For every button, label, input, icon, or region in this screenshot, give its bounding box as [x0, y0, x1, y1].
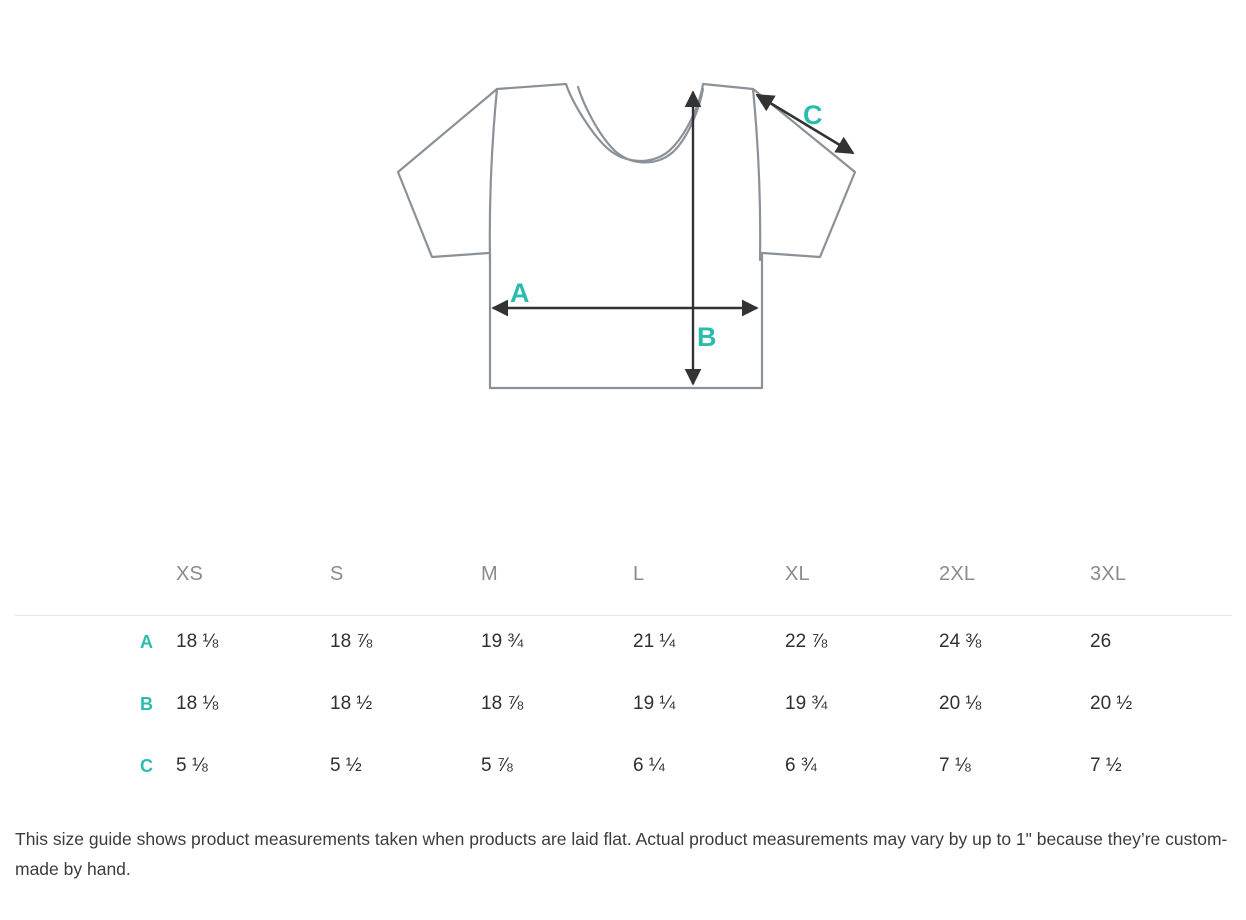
row-label-c: C: [140, 756, 154, 776]
neck-ribbing-inner: [576, 85, 705, 164]
table-row: C 5 ⅛ 5 ½ 5 ⅞ 6 ¼ 6 ¾ 7 ⅛ 7 ½: [0, 739, 1246, 801]
cell-b-2xl: 20 ⅛: [939, 693, 982, 714]
diagram-label-c: C: [803, 100, 823, 130]
column-header-3xl: 3XL: [1090, 563, 1127, 585]
left-armhole-seam: [488, 87, 499, 262]
shoulder-and-neck-outer: [495, 82, 755, 163]
cell-c-xs: 5 ⅛: [176, 755, 208, 776]
cell-a-s: 18 ⅞: [330, 631, 373, 652]
row-label-a: A: [140, 632, 154, 652]
size-guide-disclaimer: This size guide shows product measuremen…: [15, 829, 1228, 879]
cell-b-xs: 18 ⅛: [176, 693, 219, 714]
cell-a-m: 19 ¾: [481, 631, 524, 652]
cell-b-xl: 19 ¾: [785, 693, 828, 714]
column-header-m: M: [481, 563, 498, 585]
row-label-b: B: [140, 694, 154, 714]
cell-b-m: 18 ⅞: [481, 693, 524, 714]
cell-c-s: 5 ½: [330, 755, 362, 776]
diagram-label-b: B: [697, 322, 717, 352]
table-header-divider: [15, 615, 1232, 616]
cell-c-l: 6 ¼: [633, 755, 665, 776]
table-row: B 18 ⅛ 18 ½ 18 ⅞ 19 ¼ 19 ¾ 20 ⅛ 20 ½: [0, 677, 1246, 739]
body-outline: [488, 251, 764, 390]
cell-b-l: 19 ¼: [633, 693, 676, 714]
cell-a-xl: 22 ⅞: [785, 631, 828, 652]
cell-a-2xl: 24 ⅜: [939, 631, 982, 652]
cell-a-l: 21 ¼: [633, 631, 676, 652]
column-header-s: S: [330, 563, 344, 585]
column-header-xs: XS: [176, 563, 204, 585]
cell-a-xs: 18 ⅛: [176, 631, 219, 652]
cell-a-3xl: 26: [1090, 631, 1112, 652]
tshirt-diagram: A B C: [396, 82, 857, 390]
diagram-label-a: A: [510, 278, 530, 308]
table-row: A 18 ⅛ 18 ⅞ 19 ¾ 21 ¼ 22 ⅞ 24 ⅜ 26: [0, 615, 1246, 677]
table-header-row: XS S M L XL 2XL 3XL: [0, 552, 1246, 604]
right-armhole-seam: [751, 87, 762, 262]
cell-c-3xl: 7 ½: [1090, 755, 1122, 776]
column-header-2xl: 2XL: [939, 563, 976, 585]
cell-c-2xl: 7 ⅛: [939, 755, 971, 776]
size-guide-table: XS S M L XL 2XL 3XL A 18 ⅛ 18 ⅞ 19 ¾ 21 …: [0, 552, 1246, 801]
cell-c-m: 5 ⅞: [481, 755, 513, 776]
column-header-xl: XL: [785, 563, 810, 585]
cell-c-xl: 6 ¾: [785, 755, 817, 776]
left-sleeve-outline: [396, 87, 499, 259]
tshirt-measurement-illustration: A B C: [396, 82, 857, 390]
column-header-l: L: [633, 563, 645, 585]
cell-b-s: 18 ½: [330, 693, 373, 714]
tshirt-outline-group: [396, 82, 857, 390]
measurement-arrow-c: [755, 93, 855, 155]
cell-b-3xl: 20 ½: [1090, 693, 1133, 714]
